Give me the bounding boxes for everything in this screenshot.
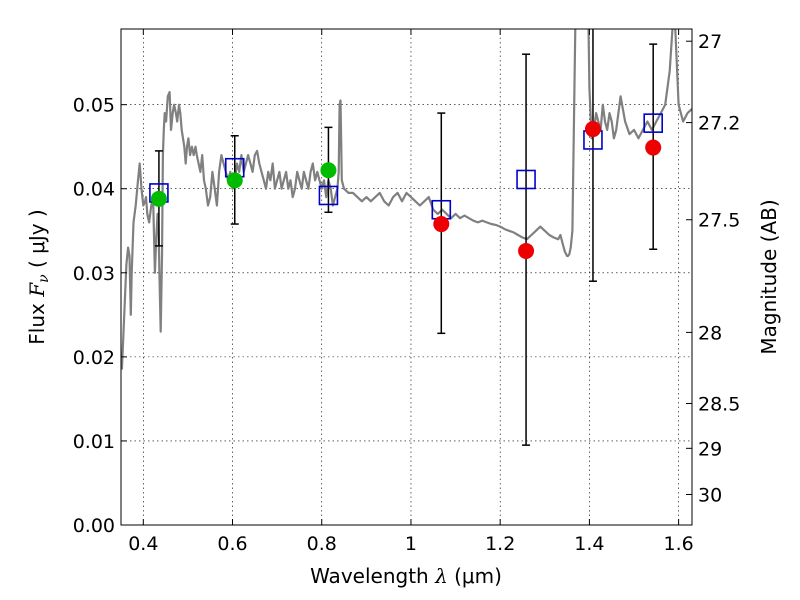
x-axis-title-text: Wavelength: [310, 564, 435, 588]
right-tick-label: 27: [698, 31, 722, 53]
x-tick-label: 0.6: [217, 533, 247, 555]
model-square-point: [643, 113, 663, 133]
model-spectrum-line: [121, 29, 692, 370]
y-axis-title-subscript: ν: [36, 274, 52, 283]
x-axis-title: Wavelength λ (μm): [310, 564, 502, 588]
y-tick-label: 0.01: [73, 431, 115, 453]
plot-area: [121, 29, 692, 446]
plot-frame: [120, 28, 693, 526]
model-square-point: [516, 169, 536, 190]
red-point: [645, 139, 662, 156]
model-square-point: [318, 185, 339, 206]
y-tick-label: 0.00: [73, 515, 115, 537]
x-tick-label: 1.6: [664, 533, 694, 555]
right-tick-label: 27.5: [698, 210, 740, 232]
y-tick-label: 0.02: [73, 347, 115, 369]
green-point: [320, 162, 337, 179]
right-tick-label: 27.2: [698, 113, 740, 135]
axis-ticks: 0.4 0.6 0.8 1 1.2 1.4 1.6 0.00 0.01 0.02 0.03 0.04 0…: [73, 29, 740, 555]
y-axis-title-text: Flux: [25, 297, 49, 345]
x-tick-label: 1.2: [485, 533, 515, 555]
right-tick-label: 28.5: [698, 393, 740, 415]
green-point: [150, 190, 167, 207]
y-tick-label: 0.03: [73, 263, 115, 285]
x-axis-title-symbol: λ: [434, 564, 448, 588]
green-point: [226, 172, 243, 189]
right-tick-label: 28: [698, 322, 722, 344]
y-tick-label: 0.05: [73, 95, 115, 117]
x-tick-label: 0.4: [128, 533, 158, 555]
right-tick-label: 29: [698, 438, 722, 460]
y-tick-label: 0.04: [73, 179, 115, 201]
x-axis-title-unit: (μm): [448, 564, 502, 588]
red-point: [433, 216, 450, 233]
y-axis-title-symbol: F: [25, 282, 49, 298]
x-tick-label: 0.8: [307, 533, 337, 555]
x-tick-label: 1: [405, 533, 417, 555]
y-axis-title-unit: ( μJy ): [25, 209, 49, 274]
x-tick-label: 1.4: [574, 533, 604, 555]
red-point: [518, 242, 535, 259]
right-tick-label: 30: [698, 484, 722, 506]
right-axis-title: Magnitude (AB): [757, 199, 781, 354]
red-point: [584, 121, 601, 138]
y-axis-title: Flux Fν ( μJy ): [25, 209, 52, 344]
